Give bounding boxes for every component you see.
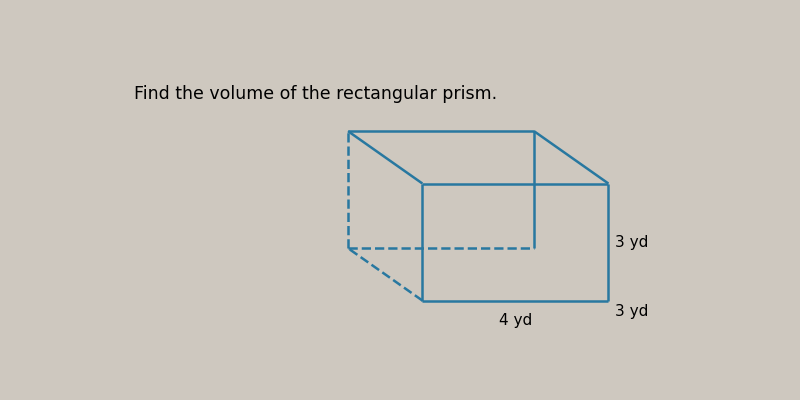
Text: 4 yd: 4 yd [498, 313, 532, 328]
Text: 3 yd: 3 yd [614, 234, 648, 250]
Text: 3 yd: 3 yd [614, 304, 648, 319]
Text: Find the volume of the rectangular prism.: Find the volume of the rectangular prism… [134, 85, 498, 103]
